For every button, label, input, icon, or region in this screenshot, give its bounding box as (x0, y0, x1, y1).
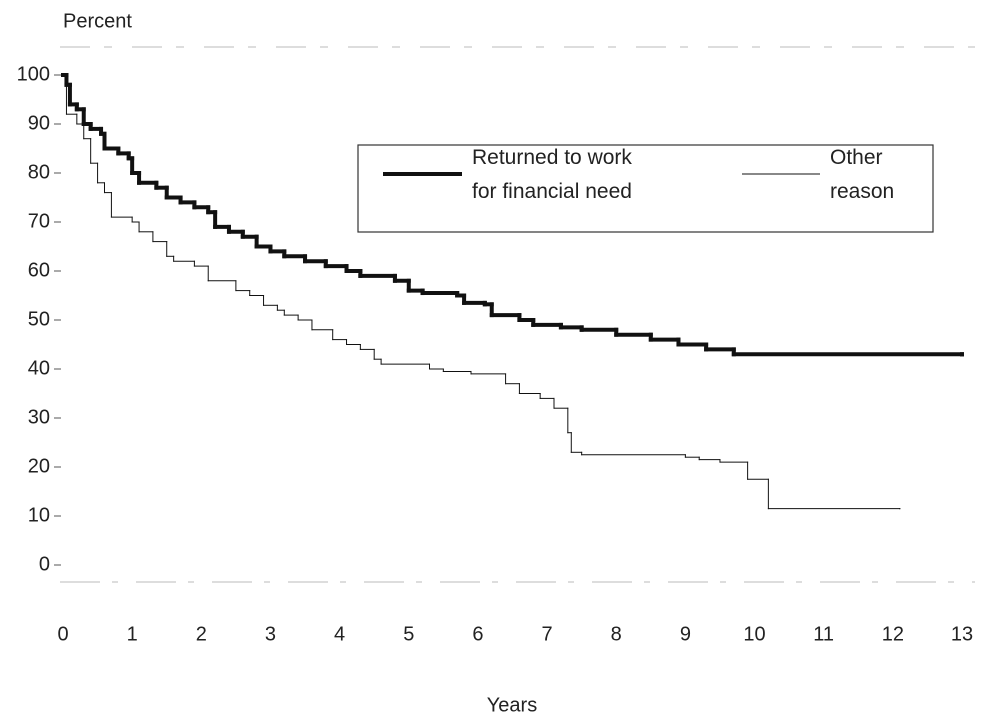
y-tick-label: 30 (28, 406, 50, 428)
y-tick-label: 10 (28, 504, 50, 526)
y-axis-label: Percent (63, 10, 132, 32)
x-tick-label: 1 (127, 623, 138, 645)
x-tick-label: 8 (611, 623, 622, 645)
x-tick-label: 2 (196, 623, 207, 645)
y-tick-label: 0 (39, 553, 50, 575)
y-tick-label: 80 (28, 161, 50, 183)
legend-label: Other reason (830, 146, 895, 203)
y-tick-label: 100 (17, 63, 50, 85)
x-tick-label: 10 (743, 623, 765, 645)
y-tick-label: 70 (28, 210, 50, 232)
y-tick-label: 40 (28, 357, 50, 379)
x-tick-label: 7 (542, 623, 553, 645)
legend-box (357, 144, 934, 233)
x-tick-label: 3 (265, 623, 276, 645)
x-tick-label: 0 (57, 623, 68, 645)
x-axis-label: Years (487, 694, 537, 716)
x-tick-label: 11 (813, 623, 834, 645)
x-tick-label: 9 (680, 623, 691, 645)
y-tick-label: 90 (28, 112, 50, 134)
x-tick-label: 5 (403, 623, 414, 645)
x-tick-label: 12 (882, 623, 904, 645)
legend-label: Returned to work for financial need (472, 146, 632, 203)
x-tick-label: 4 (334, 623, 345, 645)
x-tick-label: 13 (951, 623, 973, 645)
y-tick-label: 60 (28, 259, 50, 281)
x-tick-label: 6 (472, 623, 483, 645)
y-tick-label: 50 (28, 308, 50, 330)
y-tick-label: 20 (28, 455, 50, 477)
